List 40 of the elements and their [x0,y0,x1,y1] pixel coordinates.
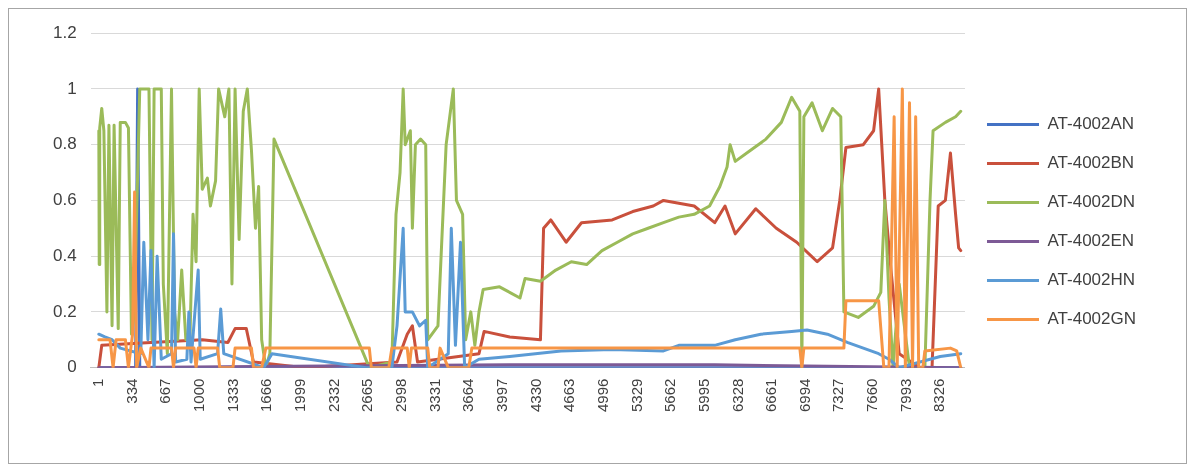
y-tick-label: 0.6 [52,190,77,210]
y-tick-label: 1 [67,78,77,98]
x-tick-label: 3331 [425,378,443,413]
x-tick-label: 5662 [661,378,679,413]
x-tick-label: 8326 [930,378,948,413]
legend-label: AT-4002EN [1047,231,1135,251]
legend-label: AT-4002AN [1047,114,1135,134]
y-tick-label: 0.4 [52,245,77,265]
x-tick-label: 2998 [391,378,409,413]
x-tick-label: 2665 [358,378,376,413]
legend-label: AT-4002DN [1047,192,1136,212]
x-tick-label: 1999 [290,378,308,413]
x-tick-label: 7660 [863,378,881,413]
x-tick-label: 5329 [627,378,645,413]
x-tick-label: 4330 [526,378,544,413]
x-tick-label: 1 [88,378,106,387]
x-tick-label: 1333 [223,378,241,413]
x-tick-label: 5995 [694,378,712,413]
y-tick-label: 0.2 [52,301,77,321]
legend-label: AT-4002GN [1047,309,1137,329]
x-tick-label: 334 [122,378,140,404]
x-tick-label: 4996 [593,378,611,413]
chart-frame: AT-4002AN AT-4002BN AT-4002DN AT-4002EN AT-4002HN AT-4002GN 1 334 667 1000 1333 1666 1999 2332 2665 2998 3331 3664 3997 4330 4663 4996 5329 5662 5995 6328 6661 6994 7327 7660 7993 8326 0 0.2 0.4 0.6 0.8 1 1.2 [8,8,1187,464]
x-tick-label: 6328 [728,378,746,413]
x-tick-label: 6994 [795,378,813,413]
y-tick-label: 0.8 [52,134,77,154]
x-tick-label: 3664 [459,378,477,413]
x-tick-label: 7327 [829,378,847,413]
legend-label: AT-4002HN [1047,270,1136,290]
x-tick-label: 6661 [762,378,780,413]
x-tick-label: 1666 [257,378,275,413]
y-tick-label: 0 [67,357,77,377]
legend-label: AT-4002BN [1047,153,1135,173]
x-tick-label: 4663 [560,378,578,413]
x-tick-label: 667 [156,378,174,404]
x-tick-label: 7993 [896,378,914,413]
x-tick-label: 3997 [492,378,510,413]
y-tick-label: 1.2 [52,22,77,42]
x-tick-label: 2332 [324,378,342,413]
x-tick-label: 1000 [189,378,207,413]
